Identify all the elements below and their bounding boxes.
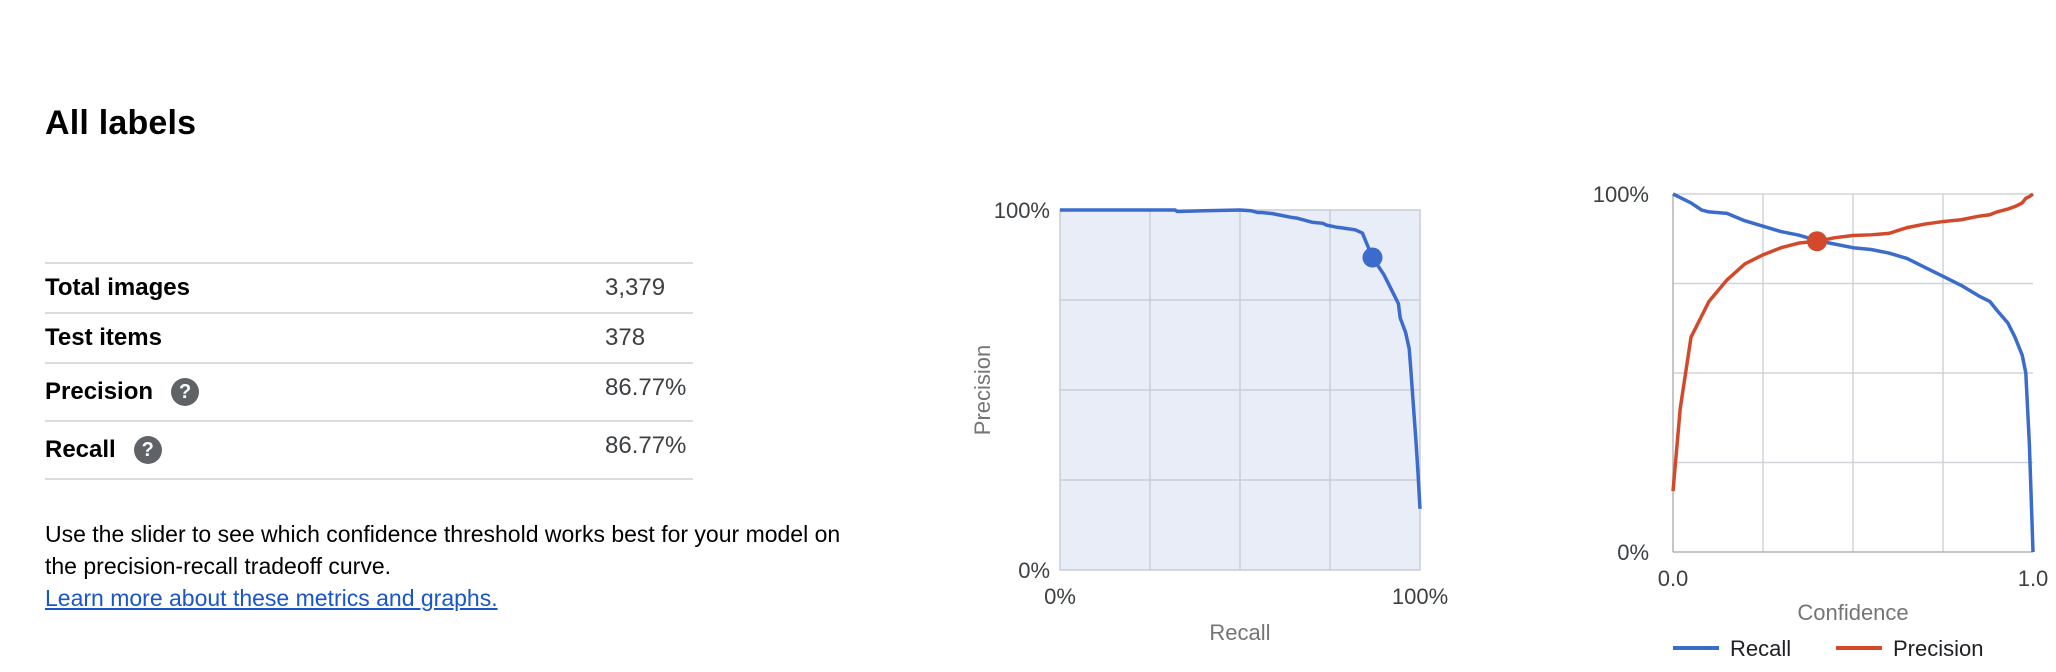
metric-label: Test items: [45, 324, 162, 352]
metric-label: Recall?: [45, 436, 162, 464]
metric-label-text: Precision: [45, 378, 154, 405]
series-line-recall: [1672, 192, 2035, 553]
help-icon[interactable]: ?: [133, 436, 162, 464]
metric-row-precision: Precision? 86.77%: [45, 362, 693, 420]
metric-label-text: Test items: [45, 324, 162, 351]
x-tick-label: 0.0: [1658, 566, 1689, 591]
metrics-table: Total images 3,379 Test items 378 Precision?…: [45, 262, 693, 480]
metric-value: 378: [605, 324, 646, 351]
description-text: Use the slider to see which confidence t…: [45, 521, 841, 579]
x-tick-label: 0%: [1044, 584, 1076, 609]
series-line-precision-recall: [1060, 208, 1422, 509]
y-tick-label: 0%: [1018, 558, 1050, 583]
metric-value: 3,379: [605, 274, 666, 301]
description: Use the slider to see which confidence t…: [45, 518, 865, 614]
precision-recall-chart: 100% 0%0% 100% Recall Precision: [970, 198, 1448, 645]
y-tick-label: 0%: [1617, 540, 1649, 565]
y-tick-label: 100%: [994, 198, 1050, 223]
metric-label-text: Recall: [45, 436, 116, 463]
metric-value: 86.77%: [605, 374, 687, 401]
threshold-marker: [1807, 231, 1827, 252]
help-icon[interactable]: ?: [171, 378, 200, 406]
metric-row-recall: Recall? 86.77%: [45, 420, 693, 480]
metric-row-total-images: Total images 3,379: [45, 262, 693, 312]
metric-label: Total images: [45, 274, 190, 302]
metric-row-test-items: Test items 378: [45, 312, 693, 362]
y-axis-label: Precision: [970, 345, 995, 435]
learn-more-link[interactable]: Learn more about these metrics and graph…: [45, 585, 498, 611]
x-tick-label: 100%: [1392, 584, 1448, 609]
metric-label-text: Total images: [45, 274, 190, 301]
x-axis-label: Recall: [1209, 620, 1270, 645]
y-tick-label: 100%: [1593, 182, 1649, 207]
page-title: All labels: [45, 104, 197, 142]
legend-label-recall: Recall: [1730, 636, 1791, 661]
series-line-precision: [1671, 192, 2034, 492]
metric-label: Precision?: [45, 378, 200, 406]
legend-label-precision: Precision: [1893, 636, 1983, 661]
x-axis-label: Confidence: [1797, 600, 1908, 625]
threshold-marker: [1362, 247, 1383, 268]
metric-value: 86.77%: [605, 432, 687, 459]
x-tick-label: 1.0: [2018, 566, 2049, 591]
